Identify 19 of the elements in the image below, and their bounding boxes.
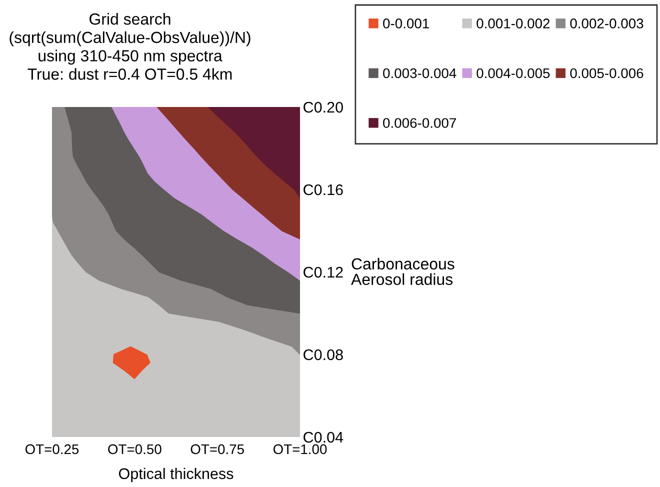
legend-label: 0-0.001	[383, 18, 429, 28]
legend-label: 0.006-0.007	[383, 118, 456, 128]
legend-label: 0.003-0.004	[383, 68, 456, 78]
legend-label: 0.005-0.006	[570, 68, 644, 78]
x-tick-label: OT=1.00	[273, 444, 327, 454]
y-tick-label: C0.20	[304, 102, 343, 113]
y-tick-label: C0.12	[304, 266, 343, 278]
legend-label: 0.001-0.002	[476, 18, 550, 28]
x-tick-label: OT=0.50	[108, 444, 162, 454]
y-tick-label: C0.08	[304, 349, 343, 360]
y-tick-label: C0.16	[304, 184, 343, 196]
x-tick-label: OT=0.25	[25, 444, 79, 454]
y-tick-label: C0.04	[304, 432, 344, 443]
x-axis-title: Optical thickness	[118, 468, 234, 482]
legend-label: 0.002-0.003	[570, 18, 644, 28]
chart-title: Grid search (sqrt(sum(CalValue-ObsValue))/N) using 310-450 nm spectra True: dust r=0.4 OT=0.5 4km	[10, 13, 250, 80]
legend-label: 0.004-0.005	[476, 68, 550, 78]
x-tick-label: OT=0.75	[190, 444, 244, 454]
y-axis-title: Carbonaceous Aerosol radius	[351, 258, 454, 286]
